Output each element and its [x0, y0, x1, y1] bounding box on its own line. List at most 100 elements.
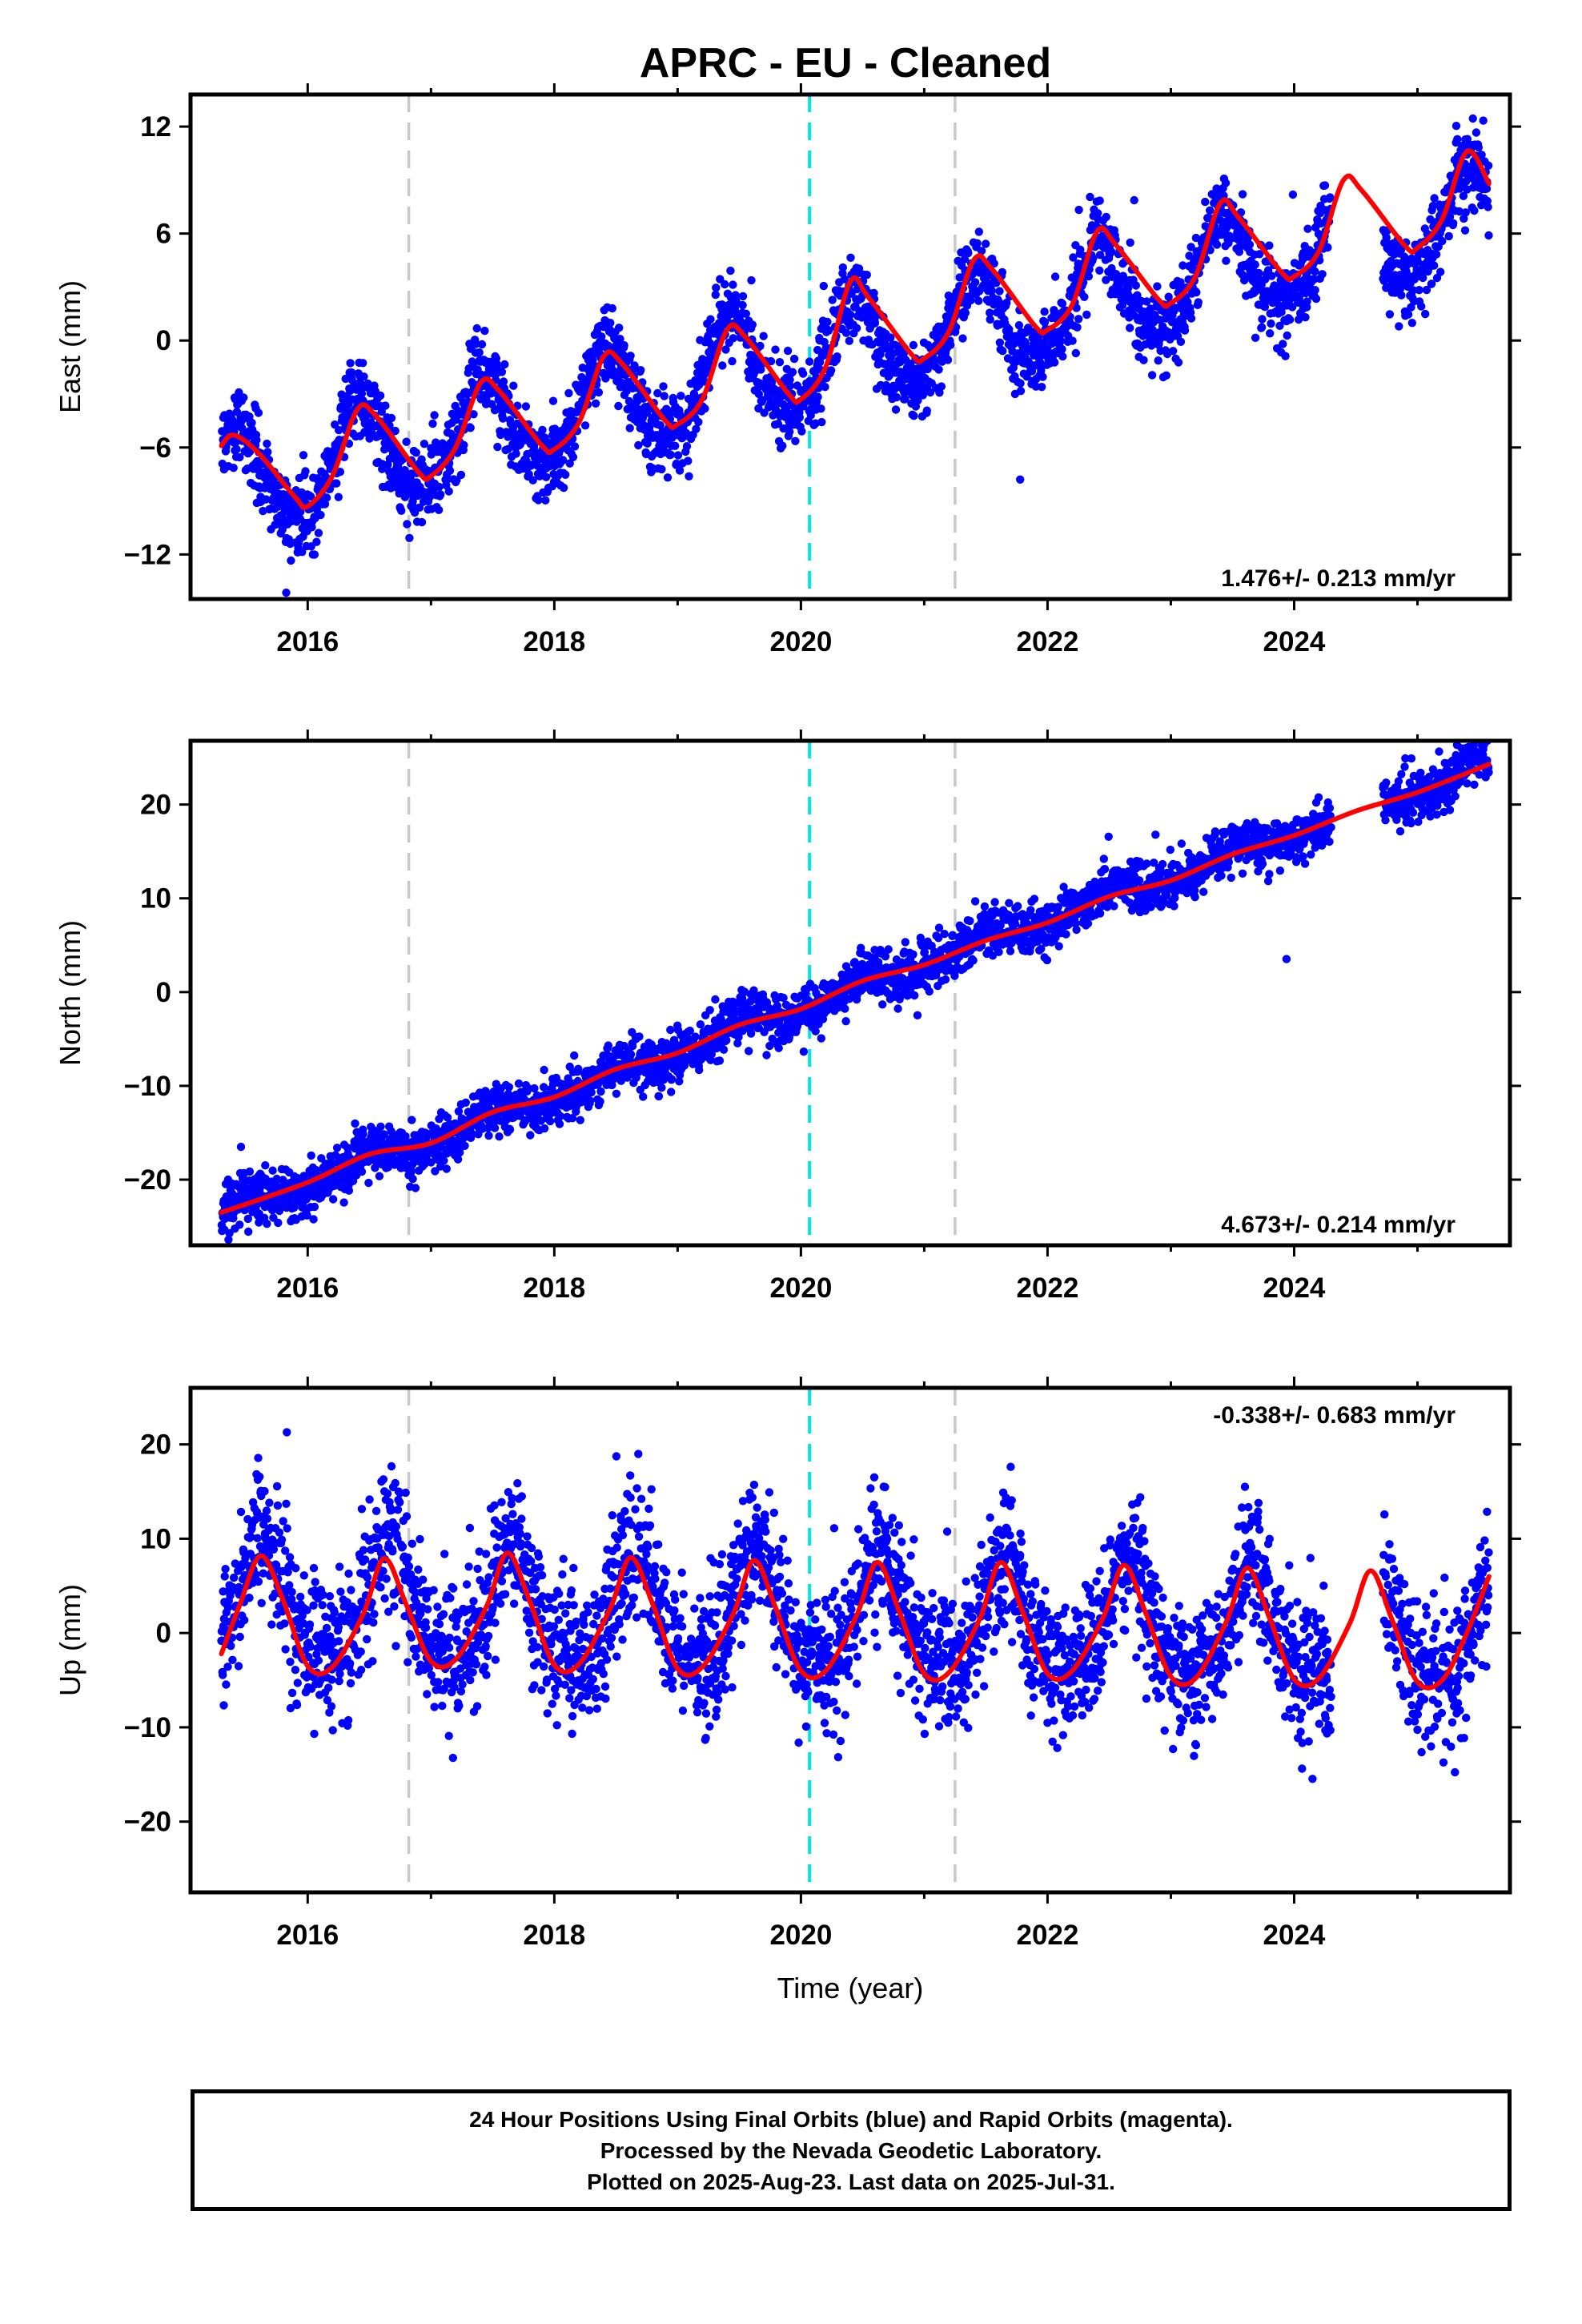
data-point: [1477, 151, 1486, 159]
data-point: [585, 1096, 595, 1105]
data-point: [977, 247, 986, 255]
data-point: [530, 1084, 539, 1093]
data-point: [1058, 352, 1067, 361]
data-point: [1255, 268, 1263, 278]
data-point: [696, 1020, 705, 1029]
data-point: [666, 450, 675, 459]
data-point: [840, 275, 849, 283]
data-point: [420, 440, 429, 448]
data-point: [1428, 202, 1438, 211]
data-point: [1002, 298, 1011, 308]
data-point: [499, 377, 508, 386]
data-point: [795, 413, 804, 422]
y-tick-label-0: 0: [156, 325, 171, 356]
data-point: [328, 1195, 338, 1204]
data-point: [576, 1116, 584, 1124]
data-point: [351, 1119, 359, 1128]
data-point: [1074, 315, 1083, 324]
data-point: [307, 492, 315, 501]
data-point: [504, 1083, 513, 1092]
data-point: [813, 392, 822, 401]
data-point: [1192, 287, 1201, 297]
data-point: [574, 1064, 583, 1074]
data-point: [797, 427, 806, 436]
data-point: [1397, 291, 1406, 300]
data-point: [275, 1206, 284, 1216]
data-point: [817, 417, 826, 427]
data-point: [666, 1025, 675, 1035]
data-point: [232, 444, 241, 454]
data-point: [1303, 297, 1311, 306]
data-point: [1147, 371, 1157, 380]
data-point: [236, 1142, 246, 1152]
data-point: [381, 401, 390, 410]
data-point: [1069, 253, 1078, 262]
data-point: [778, 441, 787, 450]
data-point: [254, 408, 263, 417]
data-point: [619, 351, 628, 360]
data-point: [729, 280, 737, 289]
data-point: [682, 442, 692, 451]
data-point: [1057, 336, 1066, 345]
data-point: [299, 451, 308, 460]
data-point: [1186, 243, 1195, 251]
data-point: [402, 437, 411, 446]
data-point: [657, 1084, 666, 1092]
data-point: [497, 368, 507, 376]
data-point: [606, 319, 615, 328]
data-point: [1102, 212, 1110, 222]
data-point: [1483, 196, 1492, 206]
data-point: [961, 308, 970, 317]
data-point: [1133, 291, 1142, 300]
data-point: [224, 1235, 233, 1244]
data-point: [371, 1164, 379, 1172]
data-point: [541, 496, 550, 505]
data-point: [314, 529, 323, 537]
data-point: [668, 433, 677, 442]
data-point: [376, 1122, 385, 1132]
data-point: [427, 1158, 436, 1167]
data-point: [817, 1034, 825, 1043]
plot-area-east: [218, 94, 1493, 599]
data-point: [359, 1130, 367, 1139]
y-tick-label-6: 6: [156, 219, 171, 250]
data-point: [775, 358, 785, 367]
data-point: [411, 1184, 420, 1192]
data-point: [785, 381, 795, 390]
plot-area-north: [217, 741, 1493, 1245]
data-point: [1468, 114, 1477, 123]
data-point: [1427, 279, 1436, 288]
data-point: [986, 308, 994, 317]
data-point: [833, 352, 841, 361]
data-point: [484, 1131, 493, 1140]
data-point: [1206, 246, 1215, 255]
data-point: [773, 420, 783, 428]
y-axis-label-east: East (mm): [54, 280, 86, 413]
data-point: [1139, 356, 1148, 364]
data-point: [657, 464, 666, 474]
data-point: [762, 1051, 771, 1059]
data-point: [1399, 252, 1409, 261]
data-point: [663, 473, 673, 482]
data-point: [1281, 352, 1290, 360]
data-point: [746, 997, 755, 1006]
data-point: [733, 1039, 742, 1047]
data-point: [375, 391, 385, 400]
data-point: [838, 263, 848, 272]
data-point: [408, 497, 417, 506]
data-point: [1461, 208, 1471, 217]
data-point: [741, 309, 750, 318]
data-point: [1267, 271, 1276, 280]
data-point: [660, 392, 669, 400]
data-point: [909, 412, 918, 420]
data-point: [1180, 326, 1190, 335]
data-point: [468, 1129, 476, 1139]
data-point: [635, 1032, 644, 1041]
data-point: [403, 520, 412, 529]
data-point: [964, 248, 973, 258]
data-point: [886, 333, 895, 342]
data-point: [1154, 356, 1162, 365]
data-point: [717, 300, 727, 309]
data-point: [817, 404, 825, 413]
data-point: [1311, 294, 1321, 304]
